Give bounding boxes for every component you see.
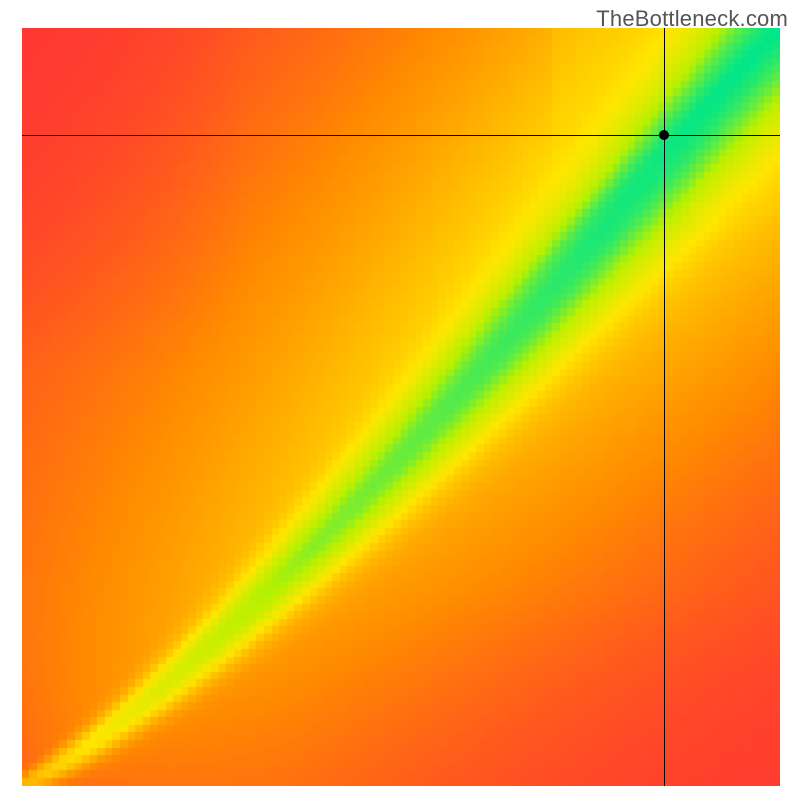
- watermark-text: TheBottleneck.com: [596, 6, 788, 32]
- plot-area: [22, 28, 780, 786]
- crosshair-marker: [659, 130, 669, 140]
- crosshair-vertical: [664, 28, 665, 786]
- heatmap-canvas: [22, 28, 780, 786]
- image-root: TheBottleneck.com: [0, 0, 800, 800]
